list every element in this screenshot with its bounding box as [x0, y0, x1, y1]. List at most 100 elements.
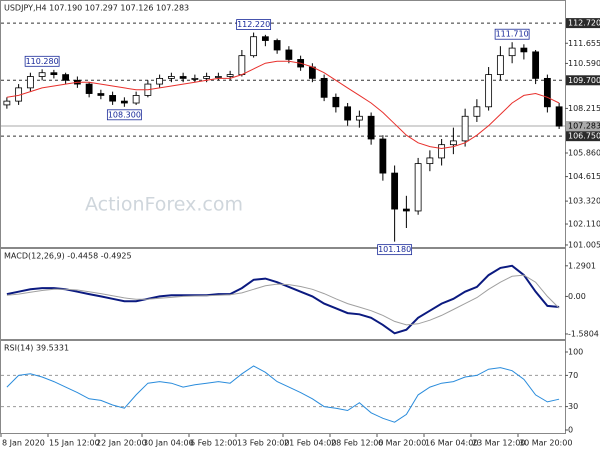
candle-body [379, 138, 387, 174]
candle-body [179, 76, 187, 79]
y-tick-label: 0.00 [568, 292, 586, 301]
y-tick-label: 70 [568, 371, 578, 380]
candle-body [191, 77, 199, 80]
y-tick-label: 104.615 [568, 172, 600, 181]
y-tick-label: 0 [568, 426, 573, 435]
x-tick-label: 6 Feb 12:00 [190, 439, 237, 448]
x-tick-label: 21 Feb 04:00 [284, 439, 336, 448]
annotation: 108.300 [108, 110, 141, 119]
macd-title: MACD(12,26,9) -0.4458 -0.4925 [4, 252, 132, 261]
moving-average [6, 60, 560, 150]
y-tick-label: 1.2901 [568, 261, 596, 270]
chart-title: USDJPY,H4 107.190 107.297 107.126 107.28… [4, 4, 189, 13]
x-tick-label: 6 Mar 20:00 [378, 439, 426, 448]
candle-body [414, 163, 422, 212]
y-tick-label: 103.320 [568, 197, 600, 206]
candle-body [38, 72, 46, 77]
x-tick-label: 16 Mar 04:00 [425, 439, 478, 448]
x-tick-label: 23 Mar 12:00 [472, 439, 525, 448]
annotation-box [236, 19, 272, 30]
candle-body [496, 55, 504, 76]
price-box [566, 121, 600, 132]
y-tick-label: 102.110 [568, 220, 600, 229]
candle-body [238, 55, 246, 76]
level-label: 106.750 [568, 132, 600, 141]
candle-body [520, 47, 528, 53]
annotation: 111.710 [496, 30, 529, 39]
annotation: 110.280 [26, 57, 59, 66]
candle-body [532, 51, 540, 79]
level-box [566, 131, 600, 142]
x-tick-label: 30 Mar 20:00 [519, 439, 572, 448]
candle-body [332, 96, 340, 108]
candle-body [26, 76, 34, 89]
candle-body [250, 36, 258, 57]
x-tick-label: 30 Jan 04:00 [143, 439, 194, 448]
y-tick-label: 101.005 [568, 240, 600, 249]
candle-body [132, 95, 140, 104]
candle-body [355, 115, 363, 121]
candle-body [167, 76, 175, 79]
rsi-title: RSI(14) 39.5331 [4, 344, 69, 353]
level-label: 112.720 [568, 19, 600, 28]
candle-body [156, 77, 164, 85]
candle-body [214, 76, 222, 78]
level-box [566, 18, 600, 29]
candle-body [426, 157, 434, 165]
candle-body [62, 74, 70, 81]
x-tick-label: 13 Feb 20:00 [237, 439, 289, 448]
y-tick-label: 100 [568, 348, 583, 357]
candle-body [543, 77, 551, 108]
candle-body [402, 208, 410, 212]
y-tick-label: -1.5804 [568, 329, 599, 338]
rsi-panel [0, 340, 566, 434]
candle-body [449, 140, 457, 146]
y-tick-label: 30 [568, 402, 578, 411]
annotation-box [24, 55, 60, 67]
candle-body [273, 40, 281, 51]
annotation-box [494, 28, 530, 40]
y-tick-label: 105.860 [568, 149, 600, 158]
line-series [6, 365, 560, 423]
annotation: 112.220 [237, 20, 270, 29]
candle-body [97, 93, 105, 96]
macd-panel [0, 248, 566, 340]
candle-body [308, 66, 316, 79]
y-tick-label: 111.655 [568, 39, 600, 48]
y-tick-label: 110.590 [568, 59, 600, 68]
candle-body [109, 95, 117, 102]
candle-body [555, 106, 563, 127]
candle-body [485, 74, 493, 108]
candle-body [3, 100, 11, 106]
candle-body [120, 100, 128, 104]
x-tick-label: 28 Feb 12:00 [331, 439, 383, 448]
annotation-box [377, 244, 413, 256]
x-tick-label: 22 Jan 20:00 [96, 439, 147, 448]
level-label: 109.700 [568, 76, 600, 85]
candle-body [344, 106, 352, 121]
candle-body [473, 106, 481, 117]
x-tick-label: 8 Jan 2020 [2, 439, 45, 448]
main-panel [0, 0, 566, 248]
level-box [566, 75, 600, 86]
watermark: ActionForex.com [85, 194, 243, 216]
x-tick-label: 15 Jan 12:00 [49, 439, 100, 448]
candle-body [508, 47, 516, 57]
candle-body [367, 115, 375, 140]
current-price-label: 107.283 [568, 122, 600, 131]
candle-body [203, 76, 211, 79]
candle-body [85, 83, 93, 94]
line-series [6, 264, 560, 335]
candle-body [261, 36, 269, 41]
candle-body [226, 74, 234, 77]
annotation: 101.180 [378, 245, 411, 254]
candle-body [461, 115, 469, 142]
candle-body [438, 144, 446, 159]
candle-body [320, 77, 328, 98]
candle-body [391, 172, 399, 210]
candle-body [285, 49, 293, 60]
y-tick-label: 108.215 [568, 104, 600, 113]
annotation-box [106, 109, 142, 121]
candle-body [50, 72, 58, 76]
